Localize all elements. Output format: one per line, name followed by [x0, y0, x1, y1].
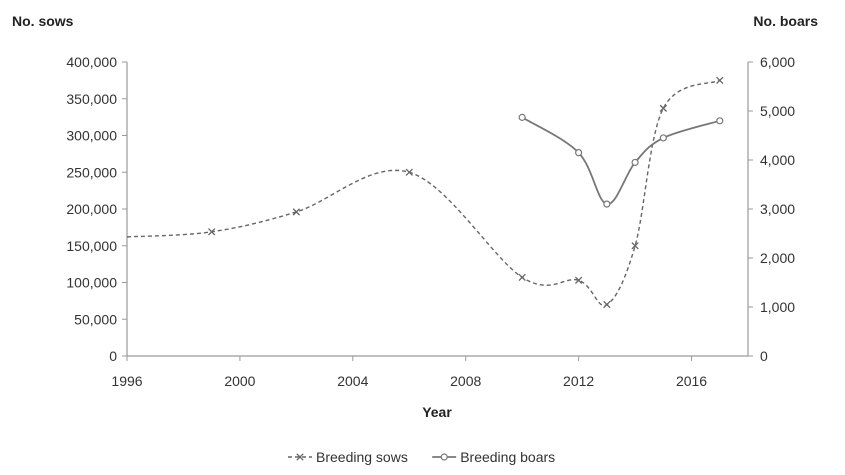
- legend-swatch-marker: [440, 453, 448, 461]
- series-1: [126, 76, 724, 309]
- marker-stroke: [405, 168, 413, 176]
- series-layer: [126, 76, 724, 309]
- series-line: [521, 116, 721, 205]
- left-axis-title: No. sows: [12, 13, 74, 29]
- data-point: [292, 208, 301, 216]
- x-tick-label: 2004: [337, 373, 368, 389]
- right-axis-title: No. boars: [753, 13, 818, 29]
- series-line: [126, 79, 721, 307]
- x-tick-label: 2016: [676, 373, 707, 389]
- marker-stroke: [296, 453, 304, 461]
- x-tick-label: 2012: [563, 373, 594, 389]
- marker-stroke: [603, 300, 611, 309]
- data-point: [631, 242, 639, 250]
- legend-item: Breeding sows: [288, 449, 408, 465]
- x-tick-label: 1996: [111, 373, 142, 389]
- legend-label: Breeding boars: [460, 449, 555, 465]
- left-tick-label: 200,000: [66, 201, 117, 217]
- left-tick-label: 350,000: [66, 91, 117, 107]
- x-tick-label: 2008: [450, 373, 481, 389]
- x-tick-label: 2000: [224, 373, 255, 389]
- data-point: [574, 276, 583, 284]
- right-tick-label: 3,000: [760, 201, 795, 217]
- right-tick-label: 2,000: [760, 250, 795, 266]
- marker-stroke: [208, 228, 216, 236]
- data-point: [659, 104, 667, 112]
- marker-stroke: [716, 76, 724, 85]
- left-tick-label: 250,000: [66, 164, 117, 180]
- right-tick-label: 6,000: [760, 54, 795, 70]
- data-point: [631, 158, 639, 167]
- data-point: [716, 76, 724, 85]
- series-2: [518, 113, 724, 208]
- left-tick-label: 0: [109, 348, 117, 364]
- data-point: [716, 117, 724, 125]
- marker-stroke: [659, 104, 667, 112]
- right-tick-label: 5,000: [760, 103, 795, 119]
- legend-swatch-marker: [296, 453, 304, 461]
- data-point: [603, 300, 611, 309]
- data-point: [208, 228, 216, 236]
- right-tick-label: 0: [760, 348, 768, 364]
- marker-stroke: [574, 276, 583, 284]
- left-tick-label: 100,000: [66, 275, 117, 291]
- right-tick-label: 1,000: [760, 299, 795, 315]
- left-tick-label: 300,000: [66, 128, 117, 144]
- data-point: [659, 134, 667, 142]
- legend-label: Breeding sows: [316, 449, 408, 465]
- data-point: [575, 149, 583, 157]
- left-tick-label: 150,000: [66, 238, 117, 254]
- left-tick-label: 50,000: [74, 311, 117, 327]
- left-tick-label: 400,000: [66, 54, 117, 70]
- data-point: [518, 273, 526, 282]
- right-tick-label: 4,000: [760, 152, 795, 168]
- marker-stroke: [631, 242, 639, 250]
- marker-stroke: [292, 208, 301, 216]
- legend: Breeding sows Breeding boars: [288, 449, 555, 465]
- axes: 0 50,000 100,000 150,000 200,000 250,000 300,0…: [66, 54, 795, 389]
- legend-item: Breeding boars: [432, 449, 555, 465]
- data-point: [603, 200, 611, 208]
- x-axis-title: Year: [422, 404, 452, 420]
- marker-stroke: [518, 273, 526, 282]
- data-point: [518, 113, 526, 121]
- data-point: [405, 168, 413, 176]
